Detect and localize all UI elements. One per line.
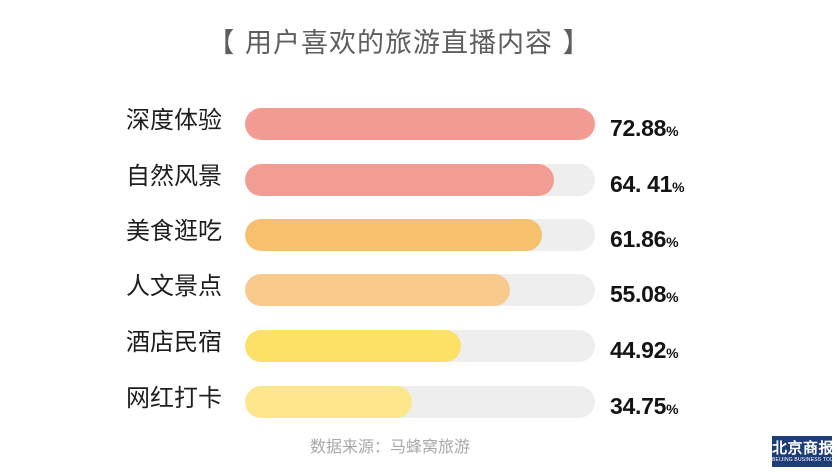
bar-fill: [245, 164, 555, 196]
bar-row: 人文景点 55.08%: [0, 272, 836, 307]
bar-row: 自然风景 64. 41%: [0, 162, 836, 197]
value-number: 44.92: [610, 337, 667, 363]
value-label: 61.86%: [610, 223, 679, 258]
category-label: 美食逛吃: [126, 217, 222, 245]
data-source-note: 数据来源：马蜂窝旅游: [309, 437, 470, 456]
value-number: 72.88: [610, 115, 667, 141]
bar-fill: [245, 386, 412, 418]
bar-fill: [245, 274, 510, 306]
value-unit: %: [666, 289, 679, 305]
bar-track: [245, 386, 595, 418]
bar-track: [245, 219, 595, 251]
category-label: 深度体验: [126, 106, 222, 134]
value-unit: %: [672, 179, 685, 195]
bar-track: [245, 108, 595, 140]
bar-row: 酒店民宿 44.92%: [0, 328, 836, 363]
value-unit: %: [666, 345, 679, 361]
logo-name: 北京商报: [772, 439, 835, 457]
publisher-logo: 北京商报 BEIJING BUSINESS TODAY: [772, 436, 836, 467]
value-unit: %: [666, 401, 679, 417]
value-number: 55.08: [610, 281, 667, 307]
category-label: 网红打卡: [126, 384, 222, 412]
value-label: 34.75%: [610, 390, 679, 425]
bar-fill: [245, 219, 543, 251]
value-number: 61.86: [610, 226, 667, 252]
bar-track: [245, 164, 595, 196]
chart-title: 【 用户喜欢的旅游直播内容 】: [207, 28, 591, 59]
bar-row: 网红打卡 34.75%: [0, 384, 836, 419]
category-label: 酒店民宿: [126, 328, 222, 356]
value-number: 34.75: [610, 393, 667, 419]
value-label: 72.88%: [610, 112, 679, 147]
bar-row: 美食逛吃 61.86%: [0, 217, 836, 252]
category-label: 人文景点: [126, 272, 222, 300]
bar-track: [245, 274, 595, 306]
value-label: 44.92%: [610, 334, 679, 369]
bar-fill: [245, 108, 595, 140]
category-label: 自然风景: [126, 162, 222, 190]
value-label: 64. 41%: [610, 168, 685, 203]
logo-subtitle: BEIJING BUSINESS TODAY: [772, 457, 836, 463]
bar-fill: [245, 330, 461, 362]
bar-row: 深度体验 72.88%: [0, 106, 836, 141]
value-number: 64. 41: [610, 171, 673, 197]
value-unit: %: [666, 123, 679, 139]
value-label: 55.08%: [610, 278, 679, 313]
bar-track: [245, 330, 595, 362]
value-unit: %: [666, 234, 679, 250]
